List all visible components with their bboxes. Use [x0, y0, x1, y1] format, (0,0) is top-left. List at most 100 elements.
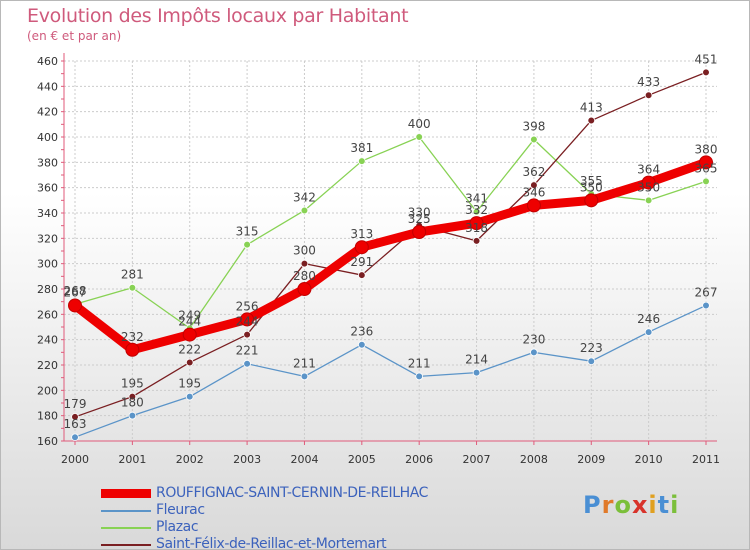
- y-tick-labels: 160 180 200 220 240 260 280 300 320 340 360 380 400 4…: [37, 55, 58, 448]
- data-point-1: [415, 372, 423, 381]
- data-point-1: [587, 357, 596, 366]
- axes: [61, 53, 717, 445]
- x-tick-label: 2006: [405, 453, 433, 466]
- data-point-1: [243, 359, 251, 368]
- data-label-2: 381: [350, 141, 373, 155]
- data-label-3: 179: [64, 397, 87, 411]
- data-label-2: 400: [408, 117, 431, 131]
- y-tick-label: 280: [37, 283, 58, 296]
- y-tick-label: 180: [37, 410, 58, 423]
- y-tick-label: 340: [37, 207, 58, 220]
- data-point-1: [644, 328, 653, 336]
- data-point-0: [182, 327, 197, 342]
- data-label-2: 249: [178, 308, 201, 322]
- data-point-1: [530, 348, 538, 357]
- x-tick-label: 2008: [520, 453, 548, 466]
- series-line-2: [74, 136, 707, 329]
- data-point-0: [240, 312, 255, 327]
- data-label-1: 214: [465, 353, 488, 367]
- data-label-3: 433: [637, 75, 660, 89]
- y-tick-label: 320: [37, 232, 58, 245]
- logo-letter: x: [631, 491, 649, 519]
- data-label-1: 221: [236, 344, 259, 358]
- data-point-3: [472, 237, 481, 245]
- data-point-2: [702, 177, 710, 186]
- data-point-3: [358, 271, 366, 279]
- y-tick-label: 420: [37, 106, 58, 119]
- y-tick-label: 400: [37, 131, 58, 144]
- series-line-1: [74, 304, 707, 438]
- data-point-3: [300, 259, 309, 268]
- logo-letter: P: [583, 491, 602, 519]
- data-point-3: [644, 91, 653, 99]
- x-tick-labels: 2000 2001 2002 2003 2004 2005 2006 2007 2008 2009…: [61, 453, 720, 466]
- data-label-0: 350: [580, 180, 603, 194]
- data-point-3: [702, 68, 710, 77]
- data-label-0: 313: [350, 227, 373, 241]
- data-point-1: [300, 372, 309, 381]
- data-point-0: [125, 342, 140, 357]
- x-tick-label: 2010: [635, 453, 663, 466]
- data-label-2: 398: [522, 120, 545, 134]
- data-label-0: 244: [178, 315, 201, 329]
- y-tick-label: 240: [37, 334, 58, 347]
- data-point-2: [644, 196, 653, 205]
- data-label-1: 211: [408, 356, 431, 370]
- y-tick-label: 260: [37, 308, 58, 321]
- data-point-0: [641, 175, 656, 190]
- data-label-2: 365: [695, 161, 718, 175]
- data-label-3: 300: [293, 244, 316, 258]
- data-label-1: 223: [580, 341, 603, 355]
- legend-label-fleurac: Fleurac: [156, 502, 205, 518]
- y-tick-label: 440: [37, 80, 58, 93]
- data-point-0: [297, 282, 312, 296]
- y-tick-label: 360: [37, 182, 58, 195]
- series-layer: [68, 68, 713, 442]
- data-label-0: 325: [408, 212, 431, 226]
- data-point-0: [584, 193, 599, 208]
- y-tick-label: 220: [37, 359, 58, 372]
- data-point-3: [243, 330, 251, 339]
- x-tick-label: 2011: [692, 453, 720, 466]
- legend-label-saint-felix: Saint-Félix-de-Reillac-et-Mortemart: [156, 536, 387, 550]
- data-point-0: [412, 225, 427, 239]
- data-label-0: 346: [522, 185, 545, 199]
- data-label-3: 362: [522, 165, 545, 179]
- logo-letter: r: [601, 491, 615, 519]
- data-point-1: [358, 340, 366, 349]
- data-label-2: 355: [580, 174, 603, 188]
- y-tick-label: 380: [37, 156, 58, 169]
- logo-letter: i: [648, 491, 658, 519]
- data-label-3: 330: [408, 206, 431, 220]
- data-label-0: 380: [695, 142, 718, 156]
- data-point-0: [68, 298, 82, 313]
- y-tick-label: 300: [37, 258, 58, 271]
- x-tick-label: 2004: [290, 453, 318, 466]
- data-point-2: [530, 135, 538, 144]
- data-point-0: [699, 155, 713, 170]
- data-label-1: 163: [64, 417, 87, 431]
- data-label-3: 291: [350, 255, 373, 269]
- x-tick-label: 2000: [61, 453, 89, 466]
- data-label-3: 222: [178, 342, 201, 356]
- data-label-2: 342: [293, 190, 316, 204]
- data-point-2: [358, 157, 366, 165]
- data-point-1: [702, 301, 710, 310]
- data-point-1: [185, 392, 194, 401]
- data-label-2: 268: [64, 284, 87, 298]
- legend-label-rouffignac: ROUFFIGNAC-SAINT-CERNIN-DE-REILHAC: [156, 485, 429, 501]
- legend-swatch-fleurac: [101, 510, 151, 512]
- data-label-0: 232: [121, 330, 144, 344]
- x-tick-label: 2002: [176, 453, 204, 466]
- data-label-3: 318: [465, 221, 488, 235]
- legend-swatch-saint-felix: [101, 544, 151, 546]
- x-tick-label: 2009: [577, 453, 605, 466]
- data-label-0: 267: [64, 285, 87, 299]
- x-tick-label: 2003: [233, 453, 261, 466]
- data-label-1: 267: [695, 285, 718, 299]
- data-point-3: [71, 413, 79, 421]
- data-label-2: 341: [465, 192, 488, 206]
